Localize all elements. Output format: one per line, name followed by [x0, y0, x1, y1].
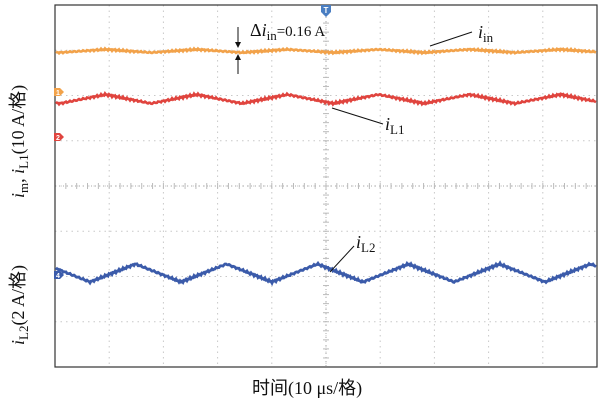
leader-i-in	[429, 31, 473, 47]
annotation-arrowhead-bottom	[235, 54, 241, 60]
channel-4-marker-text: 4	[56, 273, 60, 280]
series-label-i-l1: iL1	[385, 114, 405, 137]
waveform-i-l1	[55, 91, 597, 107]
waveform-i-in	[55, 46, 597, 56]
channel-2-marker-text: 2	[56, 135, 60, 142]
top-y-axis-label: im, iL1(10 A/格)	[8, 84, 31, 198]
trigger-marker	[321, 5, 331, 17]
series-label-i-l2: iL2	[356, 232, 376, 255]
x-axis-label: 时间(10 μs/格)	[252, 378, 363, 398]
trigger-marker-text: T	[324, 6, 329, 15]
channel-1-marker-text: 1	[56, 90, 60, 97]
channel-4-marker	[54, 271, 64, 279]
bottom-y-axis-label: iL2(2 A/格)	[8, 265, 31, 345]
ripple-annotation: Δiin=0.16 A	[250, 20, 326, 43]
annotation-arrowhead-top	[235, 42, 241, 48]
series-label-i-in: iin	[478, 22, 494, 45]
channel-2-marker	[54, 133, 64, 141]
channel-1-marker	[54, 88, 64, 96]
leader-i-l1	[331, 107, 384, 125]
waveform-i-l2	[54, 260, 597, 287]
leader-i-l2	[329, 245, 355, 273]
